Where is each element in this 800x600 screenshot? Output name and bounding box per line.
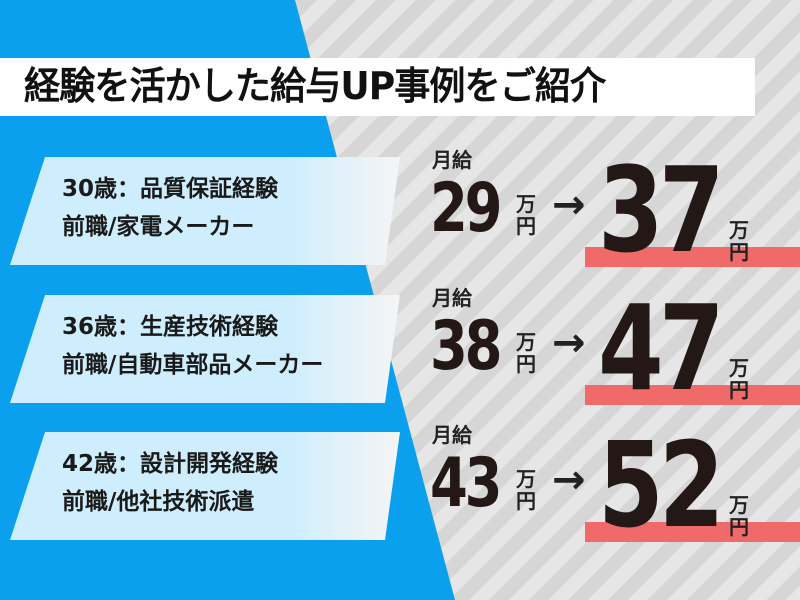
case-card: 42歳：設計開発経験 前職/他社技術派遣: [10, 432, 400, 540]
case-previous-job: 前職/他社技術派遣: [62, 489, 255, 515]
unit-yen: 円: [729, 240, 749, 264]
highlight-bar: [585, 247, 800, 267]
unit-label: 万円: [515, 331, 537, 375]
salary-label: 月給: [432, 286, 472, 310]
salary-after: 37: [598, 141, 725, 279]
salary-change: 月給 38 万円 → 47 万円: [430, 287, 800, 417]
salary-label: 月給: [432, 423, 472, 447]
page-title: 経験を活かした給与UP事例をご紹介: [24, 64, 606, 109]
salary-label: 月給: [432, 148, 472, 172]
salary-after: 52: [598, 416, 725, 554]
unit-man: 万: [729, 218, 749, 242]
unit-man: 万: [516, 330, 536, 354]
arrow-right-icon: →: [552, 320, 586, 366]
highlight-bar: [585, 385, 800, 405]
unit-yen: 円: [516, 214, 536, 238]
unit-man: 万: [729, 493, 749, 517]
unit-man: 万: [729, 356, 749, 380]
case-profile: 30歳：品質保証経験: [62, 176, 279, 202]
salary-before: 43: [430, 444, 502, 523]
case-card: 30歳：品質保証経験 前職/家電メーカー: [10, 157, 400, 265]
case-card: 36歳：生産技術経験 前職/自動車部品メーカー: [10, 295, 400, 403]
unit-label: 万円: [728, 494, 750, 538]
salary-change: 月給 29 万円 → 37 万円: [430, 149, 800, 279]
case-previous-job: 前職/家電メーカー: [62, 214, 255, 240]
unit-label: 万円: [515, 193, 537, 237]
unit-man: 万: [516, 192, 536, 216]
unit-yen: 円: [729, 378, 749, 402]
salary-after: 47: [598, 279, 725, 417]
highlight-bar: [585, 522, 800, 542]
salary-before: 29: [430, 169, 502, 248]
case-previous-job: 前職/自動車部品メーカー: [62, 352, 324, 378]
salary-before: 38: [430, 307, 502, 386]
arrow-right-icon: →: [552, 457, 586, 503]
case-profile: 36歳：生産技術経験: [62, 314, 279, 340]
unit-label: 万円: [728, 357, 750, 401]
unit-yen: 円: [516, 352, 536, 376]
unit-label: 万円: [728, 219, 750, 263]
unit-yen: 円: [729, 515, 749, 539]
arrow-right-icon: →: [552, 182, 586, 228]
unit-yen: 円: [516, 489, 536, 513]
salary-change: 月給 43 万円 → 52 万円: [430, 424, 800, 554]
title-banner: 経験を活かした給与UP事例をご紹介: [0, 58, 755, 116]
unit-label: 万円: [515, 468, 537, 512]
unit-man: 万: [516, 467, 536, 491]
case-profile: 42歳：設計開発経験: [62, 451, 279, 477]
